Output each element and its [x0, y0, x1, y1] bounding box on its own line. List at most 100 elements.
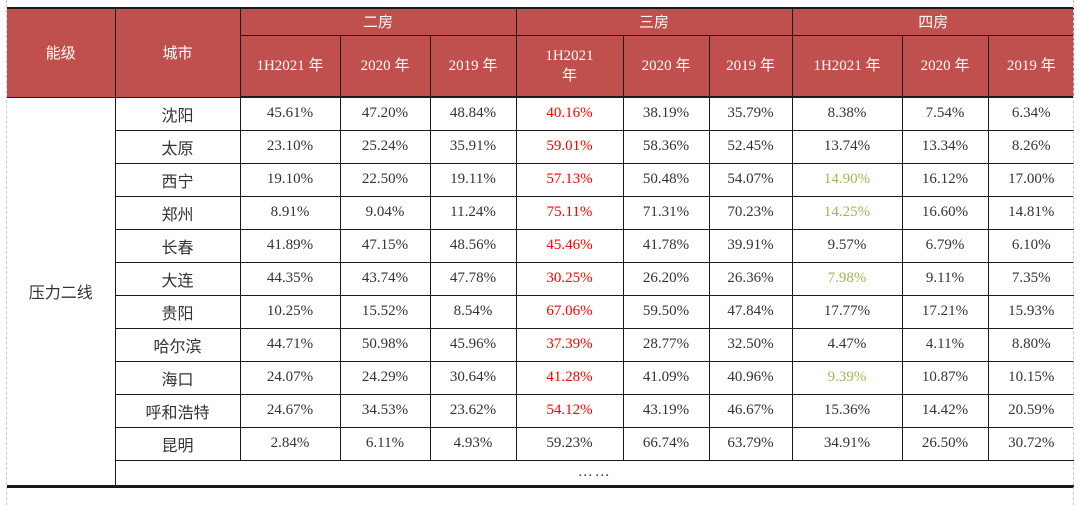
header-two-room-2020: 2020 年: [339, 34, 431, 98]
value-cell: 10.15%: [987, 360, 1075, 395]
table-row: 昆明 2.84% 6.11% 4.93% 59.23% 66.74% 63.79% 34.91…: [7, 426, 1075, 461]
value-cell: 8.26%: [987, 129, 1075, 164]
value-cell: 9.11%: [901, 261, 989, 296]
value-cell: 4.47%: [791, 327, 903, 362]
value-cell: 67.06%: [515, 294, 624, 329]
value-cell: 50.48%: [622, 162, 710, 197]
value-cell: 43.19%: [622, 393, 710, 428]
value-cell: 17.00%: [987, 162, 1075, 197]
value-cell: 14.81%: [987, 195, 1075, 230]
value-cell: 10.87%: [901, 360, 989, 395]
value-cell: 16.60%: [901, 195, 989, 230]
table-body: 压力二线 沈阳 45.61% 47.20% 48.84% 40.16% 38.19% 35.7…: [6, 96, 1075, 487]
value-cell: 41.89%: [239, 228, 341, 263]
city-cell: 大连: [114, 261, 241, 296]
value-cell: 24.07%: [239, 360, 341, 395]
tier-label: 压力二线: [6, 96, 116, 487]
value-cell: 26.20%: [622, 261, 710, 296]
value-cell: 47.15%: [339, 228, 431, 263]
value-cell: 45.61%: [239, 96, 341, 131]
header-city: 城市: [114, 7, 241, 98]
value-cell: 44.71%: [239, 327, 341, 362]
value-cell: 2.84%: [239, 426, 341, 461]
value-cell: 8.91%: [239, 195, 341, 230]
value-cell: 58.36%: [622, 129, 710, 164]
value-cell: 50.98%: [339, 327, 431, 362]
value-cell: 4.11%: [901, 327, 989, 362]
table-row: 长春 41.89% 47.15% 48.56% 45.46% 41.78% 39.91% 9.…: [7, 228, 1075, 263]
value-cell: 59.50%: [622, 294, 710, 329]
city-cell: 太原: [114, 129, 241, 164]
value-cell: 48.56%: [429, 228, 517, 263]
value-cell: 57.13%: [515, 162, 624, 197]
value-cell: 41.28%: [515, 360, 624, 395]
city-cell: 长春: [114, 228, 241, 263]
header-three-room-2020: 2020 年: [622, 34, 710, 98]
header-four-room-2020: 2020 年: [901, 34, 989, 98]
value-cell: 37.39%: [515, 327, 624, 362]
city-cell: 西宁: [114, 162, 241, 197]
value-cell: 25.24%: [339, 129, 431, 164]
value-cell: 15.93%: [987, 294, 1075, 329]
value-cell: 59.01%: [515, 129, 624, 164]
housing-ratio-table: 能级 城市 二房 三房 四房 1H2021 年 2020 年 2019 年 1H…: [6, 7, 1075, 488]
value-cell: 7.54%: [901, 96, 989, 131]
table-row: 太原 23.10% 25.24% 35.91% 59.01% 58.36% 52.45% 13…: [7, 129, 1075, 164]
value-cell: 4.93%: [429, 426, 517, 461]
city-cell: 郑州: [114, 195, 241, 230]
value-cell: 47.78%: [429, 261, 517, 296]
table-row: 贵阳 10.25% 15.52% 8.54% 67.06% 59.50% 47.84% 17.…: [7, 294, 1075, 329]
value-cell: 6.34%: [987, 96, 1075, 131]
city-cell: 哈尔滨: [114, 327, 241, 362]
table-row: 郑州 8.91% 9.04% 11.24% 75.11% 71.31% 70.23% 14.2…: [7, 195, 1075, 230]
value-cell: 32.50%: [708, 327, 793, 362]
value-cell: 59.23%: [515, 426, 624, 461]
value-cell: 71.31%: [622, 195, 710, 230]
value-cell: 15.36%: [791, 393, 903, 428]
value-cell: 6.10%: [987, 228, 1075, 263]
value-cell: 35.91%: [429, 129, 517, 164]
value-cell: 54.12%: [515, 393, 624, 428]
city-cell: 沈阳: [114, 96, 241, 131]
header-two-room-2019: 2019 年: [429, 34, 517, 98]
value-cell: 7.98%: [791, 261, 903, 296]
value-cell: 41.09%: [622, 360, 710, 395]
value-cell: 24.29%: [339, 360, 431, 395]
value-cell: 19.11%: [429, 162, 517, 197]
value-cell: 7.35%: [987, 261, 1075, 296]
value-cell: 26.50%: [901, 426, 989, 461]
value-cell: 38.19%: [622, 96, 710, 131]
header-group-two-room: 二房: [239, 7, 517, 36]
value-cell: 28.77%: [622, 327, 710, 362]
value-cell: 22.50%: [339, 162, 431, 197]
table-row: 海口 24.07% 24.29% 30.64% 41.28% 41.09% 40.96% 9.…: [7, 360, 1075, 395]
value-cell: 16.12%: [901, 162, 989, 197]
value-cell: 10.25%: [239, 294, 341, 329]
value-cell: 24.67%: [239, 393, 341, 428]
value-cell: 6.11%: [339, 426, 431, 461]
value-cell: 11.24%: [429, 195, 517, 230]
header-three-room-2019: 2019 年: [708, 34, 793, 98]
value-cell: 48.84%: [429, 96, 517, 131]
table-row: 呼和浩特 24.67% 34.53% 23.62% 54.12% 43.19% 46.67%…: [7, 393, 1075, 428]
value-cell: 14.42%: [901, 393, 989, 428]
header-group-four-room: 四房: [791, 7, 1075, 36]
header-four-room-1h2021: 1H2021 年: [791, 34, 903, 98]
header-four-room-2019: 2019 年: [987, 34, 1075, 98]
header-year-row: 1H2021 年 2020 年 2019 年 1H2021 年 2020 年 2…: [7, 34, 1075, 98]
table-row: 压力二线 沈阳 45.61% 47.20% 48.84% 40.16% 38.19% 35.7…: [6, 96, 1075, 487]
value-cell: 19.10%: [239, 162, 341, 197]
header-group-three-room: 三房: [515, 7, 793, 36]
value-cell: 44.35%: [239, 261, 341, 296]
city-cell: 昆明: [114, 426, 241, 461]
header-energy-level: 能级: [6, 7, 116, 98]
value-cell: 23.10%: [239, 129, 341, 164]
value-cell: 40.16%: [515, 96, 624, 131]
city-cell: 呼和浩特: [114, 393, 241, 428]
value-cell: 47.84%: [708, 294, 793, 329]
value-cell: 20.59%: [987, 393, 1075, 428]
value-cell: 70.23%: [708, 195, 793, 230]
value-cell: 63.79%: [708, 426, 793, 461]
value-cell: 17.21%: [901, 294, 989, 329]
